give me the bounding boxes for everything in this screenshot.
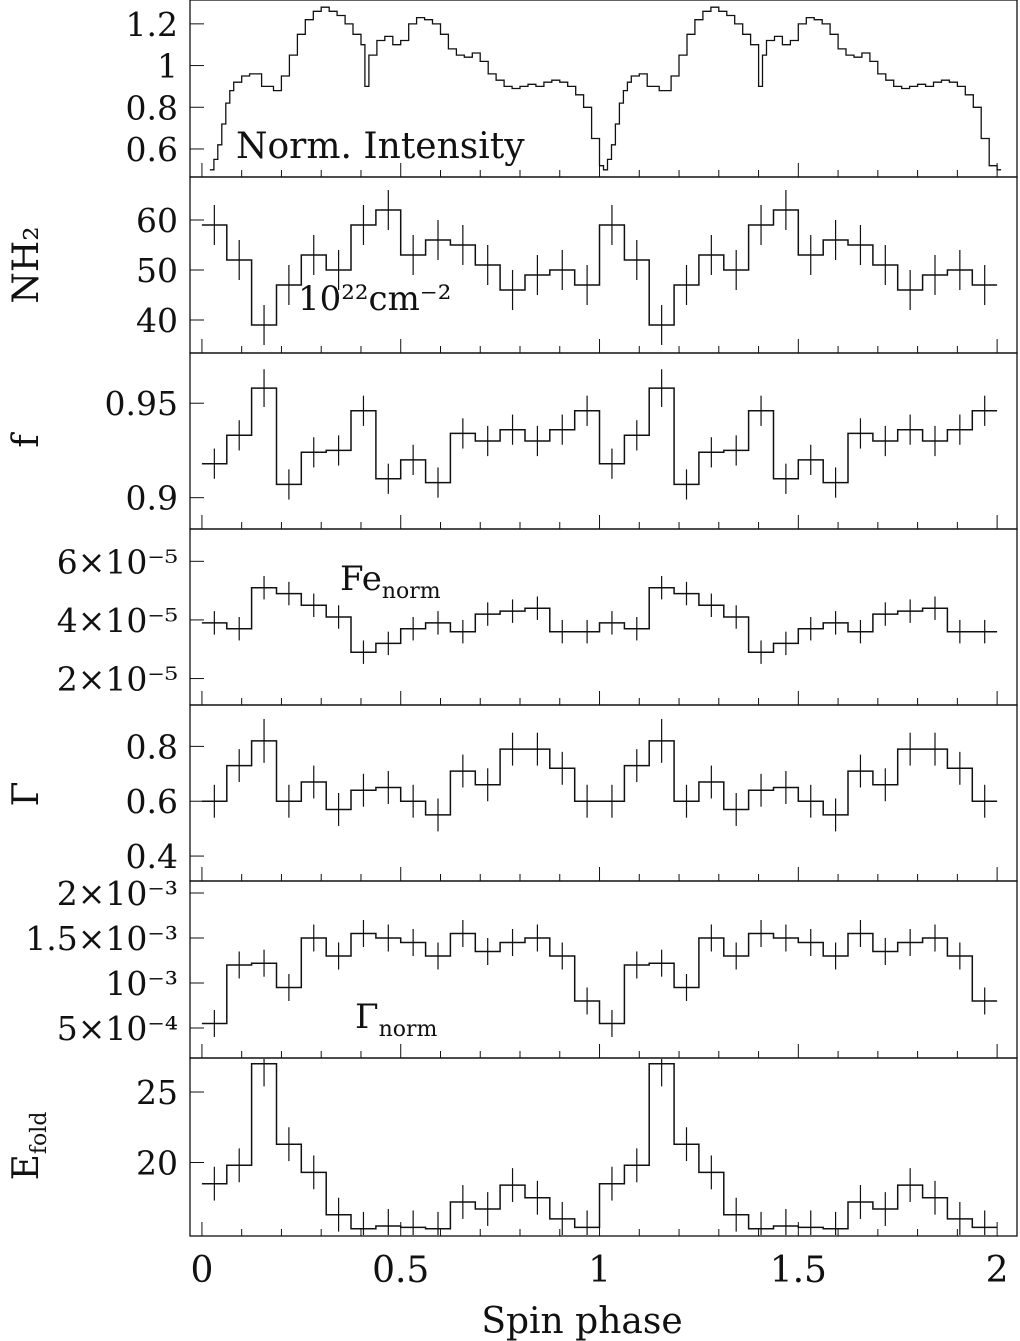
panel1-annotation: Norm. Intensity — [236, 126, 525, 167]
x-tick-label: 1 — [588, 1250, 611, 1291]
gamma-series-line — [201, 740, 998, 816]
x-tick-label: 0 — [190, 1250, 213, 1291]
panel4-annotation-sub: norm — [382, 579, 441, 604]
panel7-ylabel-main: E — [6, 1154, 47, 1180]
x-tick-label: 0.5 — [372, 1250, 429, 1291]
x-axis-title: Spin phase — [481, 1301, 682, 1341]
nh2-ytick-label: 60 — [136, 201, 178, 240]
x-tick-label: 1.5 — [770, 1250, 827, 1291]
panel5-ylabel: Γ — [6, 782, 47, 807]
gamma-ytick-label: 0.4 — [126, 837, 178, 876]
fe-norm-ytick-label: 2×10⁻⁵ — [57, 660, 178, 699]
e-fold-ytick-label: 20 — [136, 1144, 178, 1183]
gamma-norm-ytick-label: 1.5×10⁻³ — [25, 919, 178, 958]
panel2-ylabel: NH₂ — [6, 226, 47, 303]
gamma-norm-ytick-label: 5×10⁻⁴ — [57, 1009, 178, 1048]
nh2-ytick-label: 40 — [136, 301, 178, 340]
panel6-annotation: Γnorm — [355, 997, 438, 1042]
x-tick-label: 2 — [986, 1250, 1009, 1291]
gamma-norm-series-line — [201, 932, 998, 1025]
gamma-ytick-label: 0.6 — [126, 782, 178, 821]
nh2-ytick-label: 50 — [136, 251, 178, 290]
plot-layer: 0.60.811.24050600.90.952×10⁻⁵4×10⁻⁵6×10⁻… — [25, 0, 1018, 1291]
e-fold-frame — [189, 1057, 1018, 1237]
gamma-norm-ytick-label: 10⁻³ — [105, 964, 178, 1003]
norm-intensity-series-line — [209, 6, 1002, 171]
f-ytick-label: 0.9 — [126, 479, 178, 518]
fe-norm-ytick-label: 6×10⁻⁵ — [57, 542, 178, 581]
panel6-annotation-main: Γ — [355, 997, 379, 1037]
norm-intensity-ytick-label: 0.6 — [126, 130, 178, 169]
panel3-ylabel: f — [6, 432, 47, 448]
norm-intensity-ytick-label: 1.2 — [126, 5, 178, 44]
e-fold-ytick-label: 25 — [136, 1073, 178, 1112]
panel6-annotation-sub: norm — [379, 1017, 438, 1042]
gamma-norm-ytick-label: 2×10⁻³ — [57, 874, 178, 913]
norm-intensity-ytick-label: 1 — [157, 47, 178, 86]
fe-norm-ytick-label: 4×10⁻⁵ — [57, 601, 178, 640]
panel7-ylabel: Efold — [6, 1112, 52, 1181]
e-fold-series-line — [201, 1063, 998, 1230]
panel4-annotation-main: Fe — [340, 559, 382, 599]
panel4-annotation: Fenorm — [340, 559, 441, 604]
panel2-annotation: 10²²cm⁻² — [298, 279, 451, 319]
gamma-ytick-label: 0.8 — [126, 727, 178, 766]
fe-norm-series-line — [201, 586, 998, 653]
gamma-norm-frame — [189, 880, 1018, 1059]
panel7-ylabel-sub: fold — [27, 1112, 52, 1155]
f-series-line — [201, 387, 998, 486]
norm-intensity-ytick-label: 0.8 — [126, 88, 178, 127]
f-ytick-label: 0.95 — [105, 384, 178, 423]
